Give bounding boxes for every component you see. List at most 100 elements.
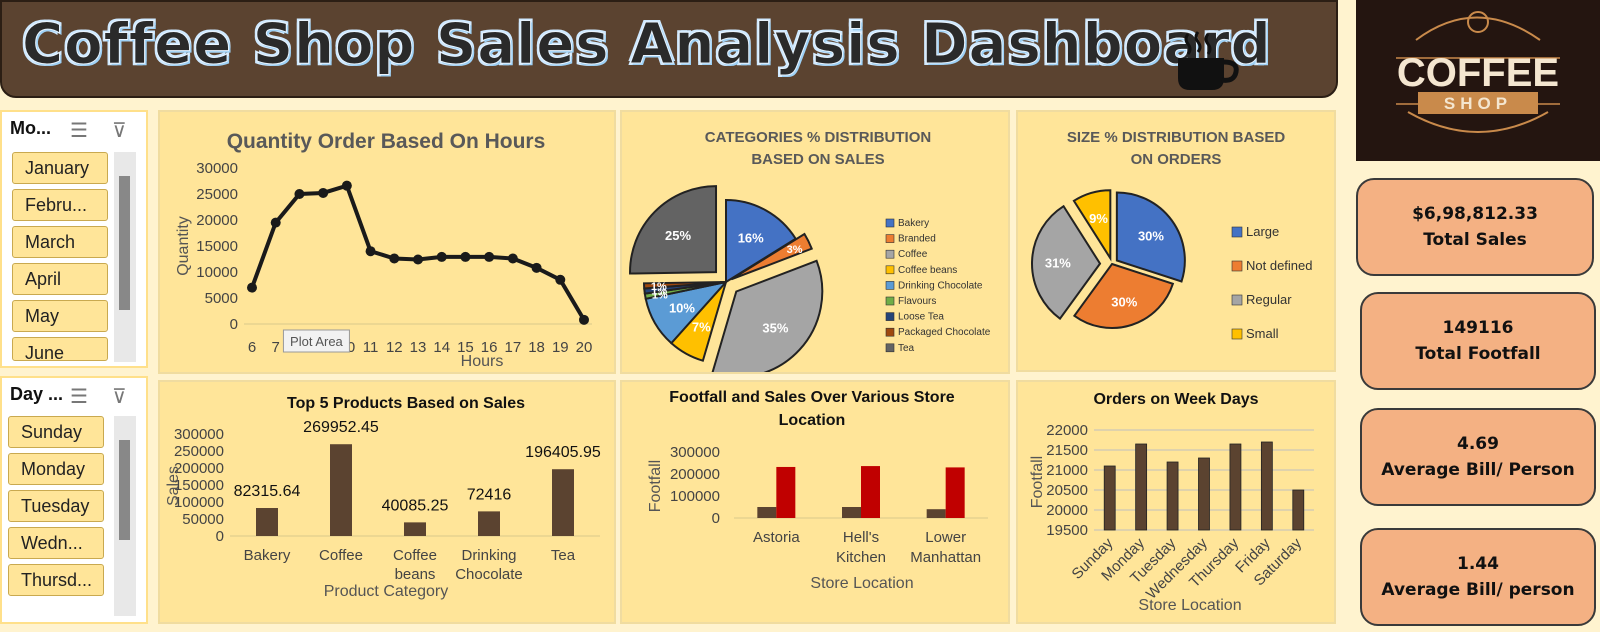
x-tick-label: Drinking <box>461 547 516 564</box>
slicer-item-day[interactable]: Wedn... <box>8 527 104 559</box>
slicer-item-month[interactable]: May <box>12 300 108 332</box>
legend-swatch <box>885 265 895 275</box>
slicer-item-month[interactable]: January <box>12 152 108 184</box>
kpi-average-bill-2: 1.44 Average Bill/ person <box>1360 528 1596 626</box>
weekdays-chart-panel: Orders on Week Days 19500 20000 20500 21000 2… <box>1016 380 1336 624</box>
data-point <box>579 314 589 325</box>
kpi-value: 1.44 <box>1457 554 1499 574</box>
slice-label: 30% <box>1111 295 1137 310</box>
slice-label: 7% <box>692 319 711 334</box>
y-tick-label: 200000 <box>174 460 224 477</box>
weekdays-bar-chart[interactable]: Orders on Week Days 19500 20000 20500 21000 2… <box>1018 382 1334 622</box>
x-tick-label: 15 <box>457 339 474 356</box>
chart-title-line2: BASED ON SALES <box>751 151 884 168</box>
kpi-average-bill: 4.69 Average Bill/ Person <box>1360 408 1596 506</box>
y-tick-label: 0 <box>230 316 238 333</box>
month-scrollbar[interactable] <box>114 152 136 362</box>
day-scrollbar-thumb[interactable] <box>119 440 130 540</box>
categories-pie-chart[interactable]: CATEGORIES % DISTRIBUTION BASED ON SALES 1… <box>622 112 1008 379</box>
slice-label: 25% <box>665 228 691 243</box>
month-slicer[interactable]: Mo... ☰ ⊽ January Febru... March April M… <box>0 110 148 368</box>
bar <box>1229 443 1242 531</box>
data-point <box>436 251 447 262</box>
month-scrollbar-thumb[interactable] <box>119 176 130 310</box>
y-tick-label: 20500 <box>1046 482 1088 499</box>
kpi-value: $6,98,812.33 <box>1412 204 1538 224</box>
legend-swatch <box>885 296 895 306</box>
bar <box>1198 457 1210 531</box>
chart-title: Top 5 Products Based on Sales <box>287 395 525 412</box>
day-scrollbar[interactable] <box>114 416 136 616</box>
hours-chart-panel: Quantity Order Based On Hours 0 5000 10000 1… <box>158 110 616 374</box>
chart-title-line2: Location <box>779 412 846 429</box>
size-chart-panel: SIZE % DISTRIBUTION BASED ON ORDERS 30% 30%… <box>1016 110 1336 372</box>
bar <box>1260 441 1273 531</box>
slice-label: 10% <box>669 300 695 315</box>
slicer-item-month[interactable]: Febru... <box>12 189 108 221</box>
slice-label: 30% <box>1138 229 1164 244</box>
hours-line-chart[interactable]: Quantity Order Based On Hours 0 5000 10000 1… <box>160 112 614 372</box>
size-pie-chart[interactable]: SIZE % DISTRIBUTION BASED ON ORDERS 30% 30%… <box>1018 112 1334 370</box>
slicer-item-month[interactable]: June <box>12 337 108 361</box>
legend-entry: Flavours <box>898 296 936 307</box>
y-tick-label: 19500 <box>1046 522 1088 539</box>
y-tick-label: 250000 <box>174 443 224 460</box>
slicer-item-month[interactable]: April <box>12 263 108 295</box>
data-point <box>270 217 281 228</box>
x-tick-label: beans <box>395 566 436 583</box>
pie-slice <box>1072 189 1112 262</box>
slice-label: 31% <box>1045 255 1071 270</box>
x-axis-title: Product Category <box>324 583 449 600</box>
clear-filter-icon[interactable]: ⊽ <box>112 386 127 408</box>
legend-entry: Drinking Chocolate <box>898 280 983 291</box>
coffee-shop-logo: COFFEE SHOP <box>1356 0 1600 161</box>
pie-slice <box>1115 191 1186 283</box>
kpi-total-footfall: 149116 Total Footfall <box>1360 292 1596 390</box>
legend-entry: Large <box>1246 224 1279 239</box>
kpi-value: 4.69 <box>1457 434 1499 454</box>
chart-title: Orders on Week Days <box>1093 391 1258 408</box>
y-tick-label: 10000 <box>196 264 238 281</box>
x-tick-label: 19 <box>552 339 569 356</box>
location-bar-chart[interactable]: Footfall and Sales Over Various Store Loc… <box>622 382 1008 622</box>
clear-filter-icon[interactable]: ⊽ <box>112 120 127 142</box>
y-tick-label: 300000 <box>174 426 224 443</box>
bar <box>404 522 426 536</box>
slicer-item-day[interactable]: Tuesday <box>8 490 104 522</box>
y-tick-label: 50000 <box>182 511 224 528</box>
x-axis-title: Hours <box>461 353 504 370</box>
slicer-item-month[interactable]: March <box>12 226 108 258</box>
slice-label: 9% <box>1089 211 1108 226</box>
products-bar-chart[interactable]: Top 5 Products Based on Sales 05000010000… <box>160 382 614 622</box>
y-tick-label: 0 <box>216 528 224 545</box>
kpi-label: Total Sales <box>1423 230 1527 250</box>
slicer-item-day[interactable]: Sunday <box>8 416 104 448</box>
series-line <box>250 183 586 321</box>
y-tick-label: 30000 <box>196 160 238 177</box>
x-tick-label: Lower <box>925 529 966 546</box>
title-banner: Coffee Shop Sales Analysis Dashboard <box>0 0 1338 98</box>
multi-select-icon[interactable]: ☰ <box>70 120 88 142</box>
slicer-item-day[interactable]: Monday <box>8 453 104 485</box>
legend-swatch <box>885 281 895 290</box>
day-slicer[interactable]: Day ... ☰ ⊽ Sunday Monday Tuesday Wedn..… <box>0 376 148 624</box>
slicer-item-day[interactable]: Thursd... <box>8 564 104 596</box>
x-tick-label: Chocolate <box>455 566 523 583</box>
legend-entry: Not defined <box>1246 258 1313 273</box>
x-tick-label: Kitchen <box>836 549 886 566</box>
multi-select-icon[interactable]: ☰ <box>70 386 88 408</box>
y-tick-label: 22000 <box>1046 422 1088 439</box>
legend-entry: Packaged Chocolate <box>898 327 991 338</box>
data-label: 196405.95 <box>525 444 601 461</box>
legend-entry: Loose Tea <box>898 312 944 323</box>
legend-swatch <box>885 234 895 243</box>
dashboard-title: Coffee Shop Sales Analysis Dashboard <box>22 12 1272 78</box>
bar <box>776 466 796 518</box>
data-label: 269952.45 <box>303 419 379 436</box>
y-tick-label: 100000 <box>670 488 720 505</box>
y-tick-label: 25000 <box>196 186 238 203</box>
legend-swatch <box>1231 328 1243 340</box>
plot-area-tooltip <box>282 329 350 353</box>
pie-slice <box>629 185 718 275</box>
pie-slice <box>730 232 814 281</box>
